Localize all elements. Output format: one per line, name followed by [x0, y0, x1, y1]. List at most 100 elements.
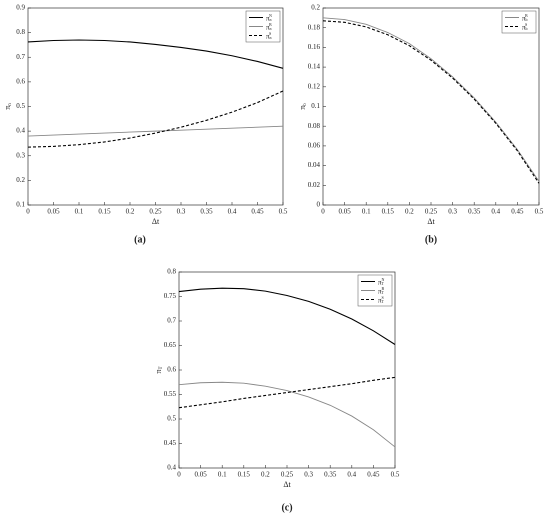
y-tick-label: 0.45: [164, 439, 177, 447]
legend-label: πnN: [266, 13, 272, 22]
legend-sup: N: [382, 277, 385, 282]
y-tick-label: 0.7: [167, 317, 176, 325]
x-tick-label: 0.1: [362, 208, 371, 216]
y-tick-label: 0.18: [308, 23, 321, 31]
legend-symbol: π: [266, 14, 270, 22]
x-tick-label: 0.15: [98, 208, 111, 216]
legend-sub: n: [270, 26, 272, 31]
x-tick-label: 0.45: [511, 208, 524, 216]
legend-label: πbS: [522, 22, 528, 31]
y-tick-label: 0.4: [16, 127, 25, 135]
legend-symbol: π: [266, 32, 270, 40]
x-tick-label: 0.5: [279, 208, 288, 216]
x-tick-label: 0.35: [200, 208, 213, 216]
legend-symbol: π: [378, 296, 382, 304]
series-line: [178, 381, 396, 448]
panel-caption: (c): [281, 502, 292, 513]
x-tick-label: 0.45: [251, 208, 264, 216]
y-tick-label: 0.2: [16, 176, 25, 184]
series-line: [322, 17, 540, 182]
series-line: [322, 20, 540, 184]
y-axis-label-sub: b: [303, 103, 308, 106]
legend-label: πnB: [266, 22, 272, 31]
x-tick-label: 0.35: [324, 471, 337, 479]
plot-frame: [27, 7, 284, 206]
panel-caption: (a): [134, 234, 146, 245]
legend-sup: B: [525, 13, 528, 18]
series-line: [178, 287, 396, 345]
x-tick-label: 0.45: [367, 471, 380, 479]
y-axis-label: πb: [298, 103, 308, 110]
x-tick-label: 0.1: [218, 471, 227, 479]
x-axis-label: Δt: [283, 480, 291, 489]
y-axis-label-sub: T: [159, 366, 164, 369]
x-tick-label: 0.05: [338, 208, 351, 216]
y-tick-label: 0.1: [311, 102, 320, 110]
legend-sub: T: [382, 290, 385, 295]
legend-symbol: π: [378, 287, 382, 295]
panel-caption: (b): [425, 234, 437, 245]
x-tick-label: 0.2: [126, 208, 135, 216]
legend-box: [501, 10, 537, 34]
legend-sup: B: [382, 286, 385, 291]
y-tick-label: 0.65: [164, 341, 177, 349]
x-tick-label: 0.05: [47, 208, 60, 216]
legend-symbol: π: [266, 23, 270, 31]
y-tick-label: 0.12: [308, 82, 321, 90]
x-tick-label: 0.25: [281, 471, 294, 479]
legend-sub: n: [270, 35, 272, 40]
x-tick-label: 0.5: [535, 208, 544, 216]
x-tick-label: 0.25: [425, 208, 438, 216]
y-tick-label: 0.06: [308, 142, 321, 150]
x-tick-label: 0.15: [238, 471, 251, 479]
legend-sub: b: [526, 17, 528, 22]
plot-frame: [322, 7, 540, 206]
x-tick-label: 0.1: [75, 208, 84, 216]
x-axis-label: Δt: [152, 217, 160, 226]
y-axis-label-symbol: π: [3, 106, 12, 110]
x-axis-label: Δt: [427, 217, 435, 226]
y-tick-label: 0.5: [167, 415, 176, 423]
x-tick-label: 0: [26, 208, 30, 216]
y-axis-label: πT: [154, 366, 164, 373]
legend-sup: S: [525, 22, 527, 27]
x-tick-label: 0.2: [405, 208, 414, 216]
y-tick-label: 0.14: [308, 63, 321, 71]
y-tick-label: 0.6: [167, 366, 176, 374]
x-tick-label: 0.25: [149, 208, 162, 216]
y-axis-label-symbol: π: [154, 370, 163, 374]
series-line: [178, 376, 396, 409]
legend-sub: n: [270, 17, 272, 22]
x-tick-label: 0: [321, 208, 325, 216]
y-axis-label-symbol: π: [298, 106, 307, 110]
legend-sub: b: [526, 26, 528, 31]
y-tick-label: 0.5: [16, 102, 25, 110]
x-tick-label: 0.5: [391, 471, 400, 479]
y-tick-label: 0.2: [311, 4, 320, 12]
y-tick-label: 0.1: [16, 201, 25, 209]
y-tick-label: 0.16: [308, 43, 321, 51]
legend-sup: N: [269, 13, 272, 18]
y-tick-label: 0.75: [164, 292, 177, 300]
y-axis-label: πn: [3, 103, 13, 110]
x-tick-label: 0: [177, 471, 181, 479]
y-tick-label: 0.02: [308, 181, 321, 189]
x-tick-label: 0.15: [382, 208, 395, 216]
series-line: [27, 125, 284, 137]
y-tick-label: 0.4: [167, 464, 176, 472]
x-tick-label: 0.3: [304, 471, 313, 479]
x-tick-label: 0.4: [491, 208, 500, 216]
y-tick-label: 0: [317, 201, 321, 209]
y-tick-label: 0.9: [16, 4, 25, 12]
legend-symbol: π: [378, 278, 382, 286]
x-tick-label: 0.4: [228, 208, 237, 216]
y-tick-label: 0.3: [16, 151, 25, 159]
x-tick-label: 0.3: [448, 208, 457, 216]
y-tick-label: 0.8: [167, 268, 176, 276]
y-tick-label: 0.8: [16, 28, 25, 36]
legend-label: πTS: [378, 295, 385, 304]
legend-sup: S: [382, 295, 384, 300]
legend-symbol: π: [522, 23, 526, 31]
series-line: [27, 39, 284, 69]
y-axis-label-sub: n: [8, 103, 13, 106]
